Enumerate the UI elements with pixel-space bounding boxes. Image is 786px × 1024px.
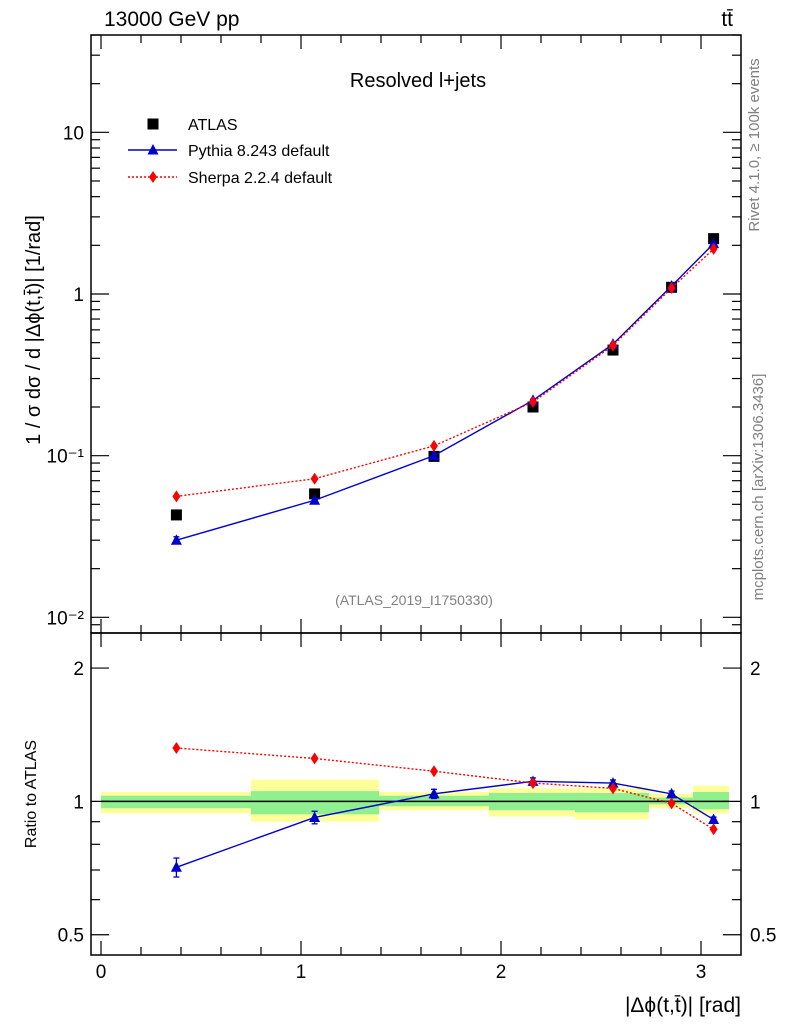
main-sherpa-point: [609, 339, 617, 352]
ratio-pythia-point: [428, 787, 440, 799]
main-sherpa-point: [709, 242, 718, 255]
legend-sherpa-marker: [149, 171, 157, 183]
main-pythia-line: [176, 243, 715, 541]
ratio-sherpa-point: [709, 823, 718, 836]
ratio-sherpa-point: [667, 797, 676, 810]
main-pythia-point: [428, 449, 440, 461]
ratio-pythia-point: [309, 811, 321, 822]
ratio-pythia-point: [708, 813, 720, 825]
main-panel: 10 1 10⁻¹ 10⁻² Resolved l+jets (ATLAS_2019_…: [23, 34, 742, 634]
ratio-y-tick-label: 2: [73, 659, 84, 680]
legend-atlas-label: ATLAS: [188, 117, 238, 134]
main-pythia-point: [708, 237, 720, 249]
main-y-tick-label: 10⁻¹: [47, 447, 85, 468]
main-atlas-point: [309, 488, 321, 500]
ratio-x-tick-label: 3: [696, 962, 707, 983]
ratio-bands: [101, 779, 729, 822]
legend-pythia-label: Pythia 8.243 default: [188, 143, 330, 160]
ratio-x-tick-label: 1: [296, 962, 307, 983]
process-label: tt̄: [721, 8, 733, 31]
main-sherpa-point: [667, 281, 676, 294]
main-y-tick-label: 1: [73, 285, 84, 306]
ratio-y-tick-label-right: 0.5: [750, 926, 776, 947]
main-atlas-point: [170, 509, 182, 521]
main-sherpa-point: [172, 490, 181, 503]
ratio-y-tick-label-right: 2: [750, 659, 761, 680]
legend-sherpa-label: Sherpa 2.2.4 default: [188, 170, 333, 187]
main-title: Resolved l+jets: [350, 70, 486, 92]
x-axis-label: |Δϕ(t,t̄)| [rad]: [625, 994, 741, 1017]
legend-pythia-marker: [147, 144, 159, 155]
legend-atlas-marker: [147, 118, 159, 130]
ratio-band-green: [251, 791, 379, 815]
source-label: mcplots.cern.ch [arXiv:1306.3436]: [750, 374, 767, 601]
ratio-marks: [170, 741, 720, 878]
ratio-x-tick-label: 2: [496, 962, 507, 983]
main-y-tick-label: 10: [63, 123, 84, 144]
main-ticks: 10 1 10⁻¹ 10⁻²: [47, 34, 741, 634]
ratio-pythia-point: [170, 861, 182, 872]
legend: ATLAS Pythia 8.243 default Sherpa 2.2.4 de…: [128, 117, 333, 187]
ratio-sherpa-point: [172, 741, 181, 754]
main-sherpa-point: [310, 472, 319, 485]
ratio-band-green: [693, 792, 729, 810]
main-sherpa-point: [430, 439, 438, 452]
ratio-sherpa-point: [609, 782, 617, 795]
ratio-sherpa-point: [430, 765, 438, 778]
main-pythia-point: [170, 534, 182, 545]
energy-label: 13000 GeV pp: [104, 8, 239, 31]
ratio-ticks: 2 2 1 1 0.5 0.5 0 1 2 3: [58, 633, 776, 983]
ratio-y-axis-label: Ratio to ATLAS: [23, 740, 40, 848]
ratio-pythia-point: [607, 777, 619, 788]
ratio-y-tick-label: 1: [73, 792, 84, 813]
ratio-sherpa-point: [529, 777, 537, 790]
main-sherpa-point: [529, 395, 537, 408]
ratio-band-green: [575, 792, 649, 813]
main-y-axis-label: 1 / σ dσ / d |Δϕ(t,t̄)| [1/rad]: [23, 215, 45, 445]
main-pythia-point: [309, 494, 321, 505]
main-y-tick-label: 10⁻²: [47, 608, 85, 629]
main-marks: [170, 233, 720, 545]
rivet-label: Rivet 4.1.0, ≥ 100k events: [746, 58, 763, 231]
watermark: (ATLAS_2019_I1750330): [335, 592, 493, 608]
ratio-panel: 2 2 1 1 0.5 0.5 0 1 2 3 Ratio to ATLAS |Δϕ(t,t̄)|…: [23, 632, 776, 1017]
main-sherpa-line: [176, 248, 715, 498]
ratio-x-tick-label: 0: [96, 962, 107, 983]
ratio-frame: [90, 632, 742, 956]
ratio-y-tick-label: 0.5: [58, 926, 84, 947]
ratio-y-tick-label-right: 1: [750, 792, 761, 813]
ratio-sherpa-point: [310, 752, 319, 765]
ratio-pythia-point: [666, 787, 678, 799]
